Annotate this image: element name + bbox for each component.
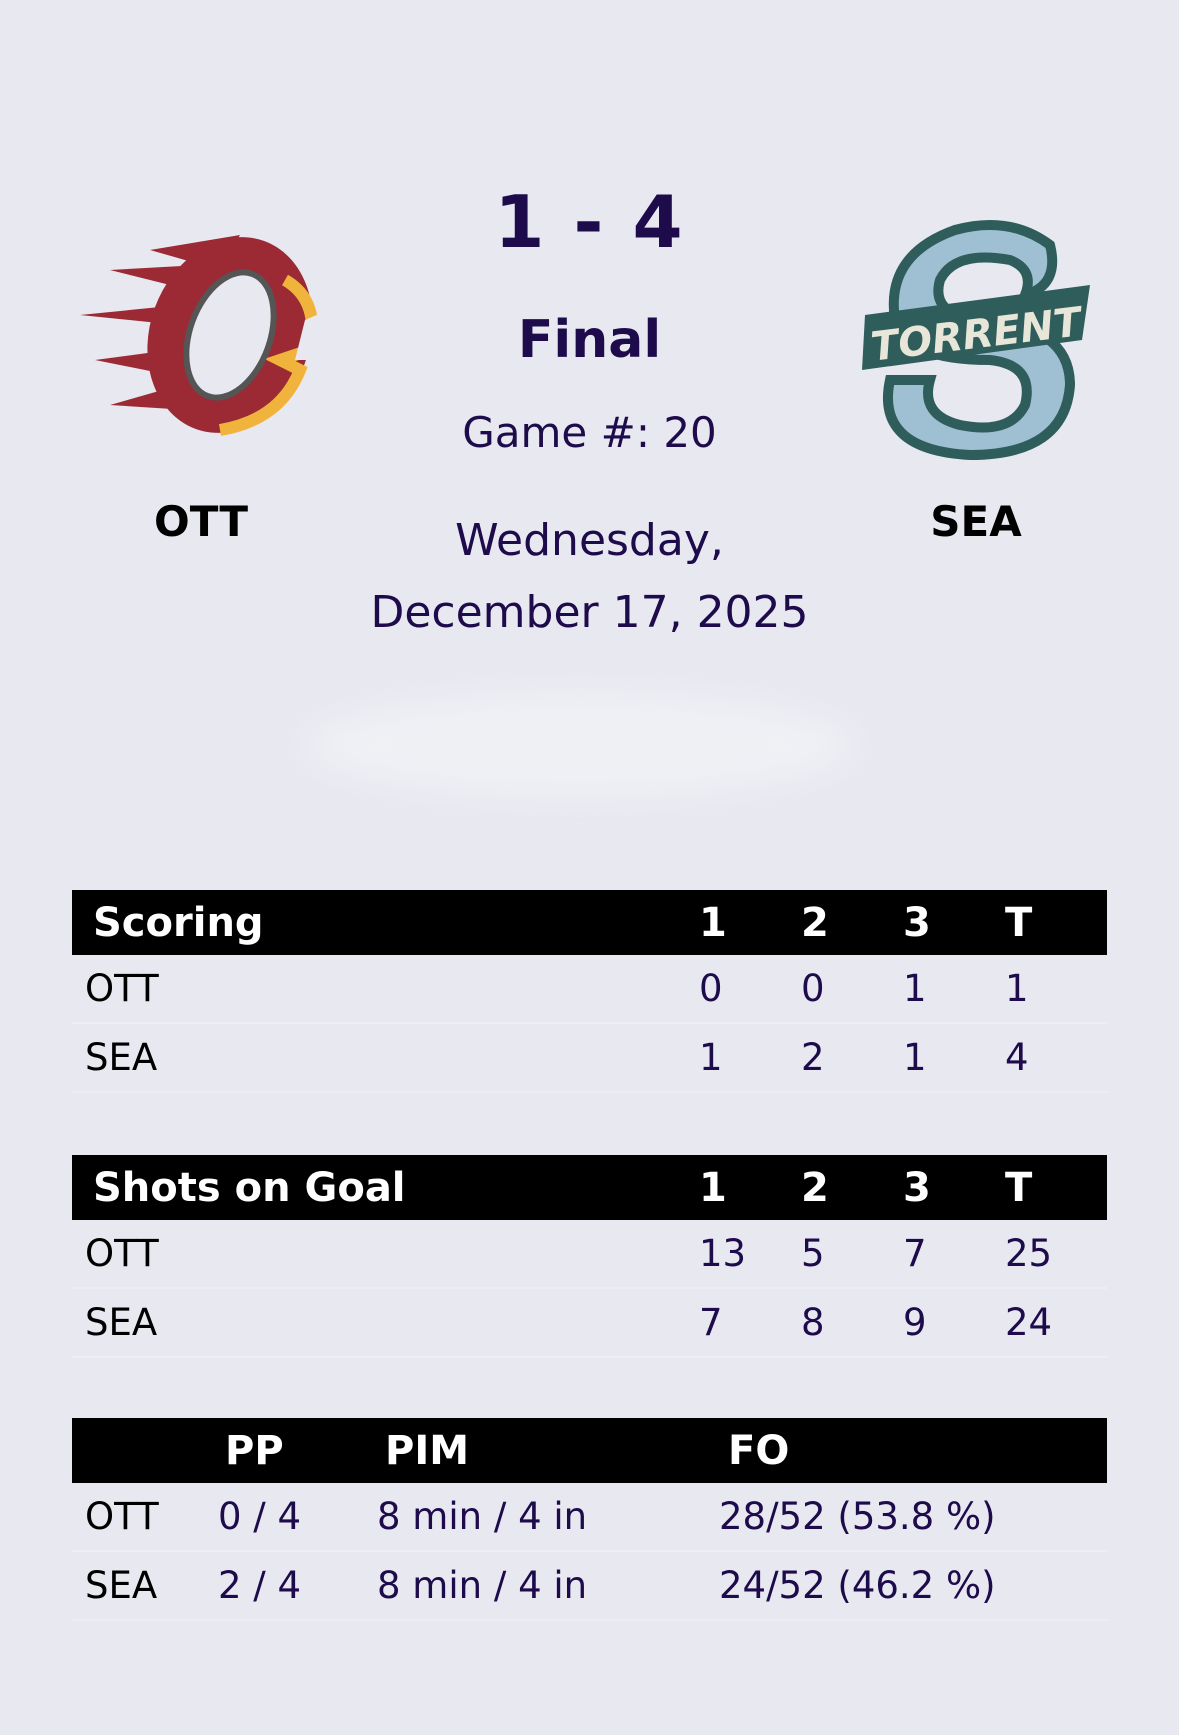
table-row: OTT 13 5 7 25 [72,1220,1107,1289]
period-1-cell: 13 [699,1220,801,1289]
header-total: T [1005,1155,1107,1220]
total-cell: 1 [1005,955,1107,1024]
header-label: Scoring [72,890,699,955]
header-period-2: 2 [801,1155,903,1220]
home-team-abbr[interactable]: OTT [154,497,248,546]
header-period-1: 1 [699,890,801,955]
scoring-table: Scoring 1 2 3 T OTT 0 0 1 1 SEA 1 2 1 4 [72,890,1107,1093]
table-row: SEA 7 8 9 24 [72,1288,1107,1358]
period-3-cell: 1 [903,1023,1005,1093]
header-total: T [1005,890,1107,955]
header-period-2: 2 [801,890,903,955]
period-1-cell: 1 [699,1023,801,1093]
team-cell: SEA [72,1551,218,1621]
table-header: Shots on Goal 1 2 3 T [72,1155,1107,1220]
game-date: Wednesday, December 17, 2025 [0,505,1179,649]
team-cell: SEA [72,1023,699,1093]
header-team [72,1418,218,1483]
pim-cell: 8 min / 4 in [377,1483,719,1552]
period-3-cell: 9 [903,1288,1005,1358]
table-header: Scoring 1 2 3 T [72,890,1107,955]
team-cell: OTT [72,955,699,1024]
team-cell: OTT [72,1220,699,1289]
header-label: Shots on Goal [72,1155,699,1220]
table-row: SEA 2 / 4 8 min / 4 in 24/52 (46.2 %) [72,1551,1107,1621]
table-row: OTT 0 / 4 8 min / 4 in 28/52 (53.8 %) [72,1483,1107,1552]
game-status: Final [517,310,662,370]
faded-banner [300,690,860,800]
period-2-cell: 8 [801,1288,903,1358]
pp-cell: 2 / 4 [218,1551,377,1621]
final-score: 1 - 4 [494,180,685,264]
total-cell: 24 [1005,1288,1107,1358]
team-cell: OTT [72,1483,218,1552]
header-period-3: 3 [903,1155,1005,1220]
game-date-day: December 17, 2025 [370,587,809,638]
total-cell: 4 [1005,1023,1107,1093]
period-2-cell: 0 [801,955,903,1024]
period-3-cell: 7 [903,1220,1005,1289]
ott-team-logo[interactable] [70,210,340,450]
game-number: Game #: 20 [462,408,717,457]
period-3-cell: 1 [903,955,1005,1024]
table-row: SEA 1 2 1 4 [72,1023,1107,1093]
pp-cell: 0 / 4 [218,1483,377,1552]
period-1-cell: 0 [699,955,801,1024]
header-period-3: 3 [903,890,1005,955]
away-team-abbr[interactable]: SEA [930,497,1022,546]
table-header: PP PIM FO [72,1418,1107,1483]
period-2-cell: 5 [801,1220,903,1289]
fo-cell: 28/52 (53.8 %) [719,1483,1107,1552]
header-pim: PIM [377,1418,719,1483]
header-pp: PP [218,1418,377,1483]
game-date-weekday: Wednesday, [455,515,724,566]
period-2-cell: 2 [801,1023,903,1093]
fo-cell: 24/52 (46.2 %) [719,1551,1107,1621]
shots-table: Shots on Goal 1 2 3 T OTT 13 5 7 25 SEA … [72,1155,1107,1358]
pim-cell: 8 min / 4 in [377,1551,719,1621]
header-fo: FO [719,1418,1107,1483]
team-cell: SEA [72,1288,699,1358]
header-period-1: 1 [699,1155,801,1220]
special-teams-table: PP PIM FO OTT 0 / 4 8 min / 4 in 28/52 (… [72,1418,1107,1621]
sea-team-logo[interactable]: TORRENT [860,210,1095,465]
total-cell: 25 [1005,1220,1107,1289]
table-row: OTT 0 0 1 1 [72,955,1107,1024]
period-1-cell: 7 [699,1288,801,1358]
